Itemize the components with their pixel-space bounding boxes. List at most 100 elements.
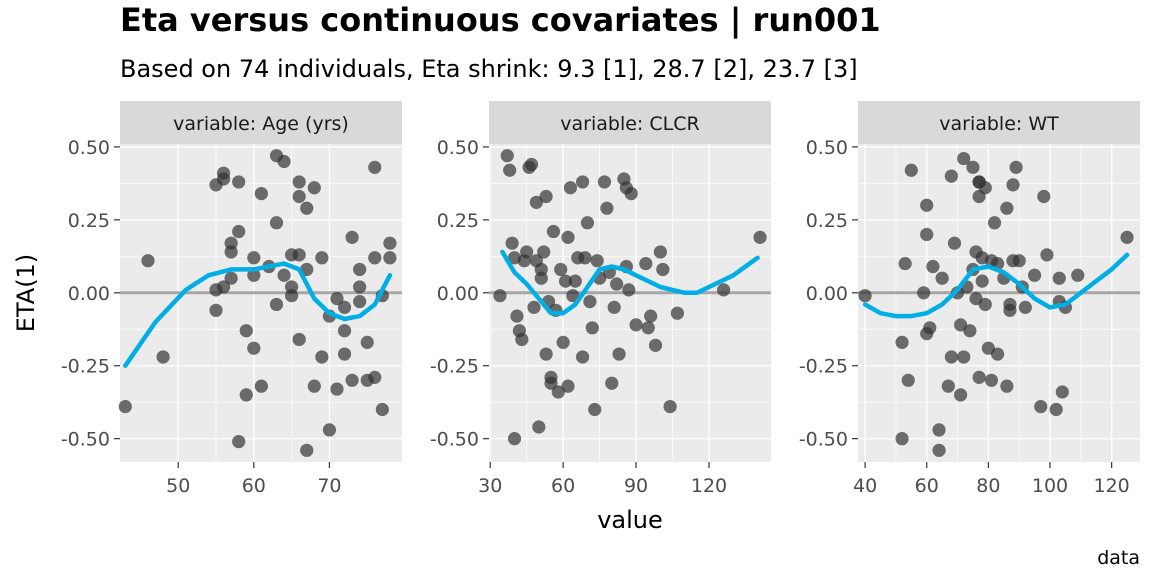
- y-tick-label: 0.50: [806, 137, 848, 159]
- data-point: [944, 350, 958, 364]
- data-point: [216, 280, 231, 294]
- data-point: [337, 300, 352, 314]
- data-point: [590, 254, 604, 268]
- chart-caption: data: [1097, 547, 1140, 569]
- data-point: [585, 321, 599, 335]
- y-tick-label: -0.25: [799, 356, 848, 378]
- data-point: [987, 216, 1002, 230]
- data-point: [558, 274, 573, 288]
- facet-strip: [858, 101, 1140, 144]
- x-tick-label: 90: [624, 475, 648, 497]
- panel-background: [858, 144, 1140, 462]
- smooth-line: [862, 252, 1130, 319]
- data-point: [345, 373, 359, 387]
- data-point: [653, 245, 667, 259]
- facet-strip-label: variable: CLCR: [560, 113, 699, 135]
- data-point: [1003, 303, 1017, 317]
- facet-strip: [489, 101, 771, 144]
- y-tick-label: 0.50: [68, 137, 110, 159]
- data-point: [1012, 254, 1026, 268]
- data-point: [330, 292, 344, 306]
- y-tick-label: -0.50: [61, 429, 110, 451]
- x-tick-label: 30: [478, 475, 502, 497]
- x-tick-label: 120: [1094, 475, 1130, 497]
- data-point: [597, 175, 612, 189]
- data-point: [232, 175, 246, 189]
- data-point: [641, 321, 655, 335]
- data-point: [551, 385, 565, 399]
- data-point: [247, 251, 261, 265]
- data-point: [493, 289, 507, 303]
- data-point: [941, 379, 955, 393]
- x-tick-label: 70: [317, 475, 341, 497]
- y-tick-label: 0.25: [68, 210, 110, 232]
- data-point: [269, 297, 284, 312]
- data-point: [322, 423, 337, 437]
- data-point: [383, 251, 397, 265]
- data-point: [622, 283, 636, 297]
- data-point: [505, 236, 519, 250]
- y-tick-label: -0.50: [430, 429, 479, 451]
- data-point: [254, 379, 268, 393]
- data-point: [610, 277, 624, 291]
- data-point: [901, 373, 915, 387]
- facet-panel-1: variable: Age (yrs) 50 60 70 0.50 0.25 0.00 -0.…: [61, 101, 402, 497]
- data-point: [216, 172, 231, 186]
- y-tick-label: 0.25: [806, 210, 848, 232]
- smooth-line: [500, 249, 760, 316]
- data-point: [648, 338, 663, 352]
- data-point: [239, 324, 253, 338]
- data-point: [330, 382, 344, 396]
- data-point: [1006, 178, 1020, 192]
- data-point: [1049, 402, 1063, 417]
- data-point: [537, 245, 551, 259]
- facet-panels: variable: Age (yrs) 50 60 70 0.50 0.25 0.00 -0.…: [61, 101, 1140, 497]
- data-point: [612, 347, 626, 361]
- data-point: [1027, 268, 1042, 282]
- data-point: [605, 376, 619, 390]
- data-point: [368, 251, 382, 265]
- data-point: [578, 251, 592, 265]
- data-point: [1120, 230, 1134, 244]
- y-axis-title: ETA(1): [12, 254, 40, 332]
- x-tick-label: 120: [691, 475, 727, 497]
- data-point: [524, 157, 539, 172]
- data-point: [247, 341, 261, 355]
- data-point: [556, 335, 570, 349]
- data-point: [156, 350, 170, 364]
- data-point: [232, 434, 246, 449]
- data-point: [957, 350, 971, 364]
- data-point: [307, 379, 321, 393]
- data-point: [656, 262, 670, 277]
- data-point: [209, 303, 223, 317]
- data-point: [575, 175, 590, 189]
- data-point: [975, 274, 989, 288]
- y-tick-label: 0.50: [437, 137, 479, 159]
- data-point: [716, 283, 731, 297]
- y-tick-label: -0.25: [61, 356, 110, 378]
- data-point: [507, 432, 522, 446]
- data-point: [307, 181, 321, 195]
- data-point: [546, 224, 561, 239]
- data-point: [520, 245, 534, 259]
- data-point: [1055, 385, 1069, 399]
- data-point: [920, 227, 934, 242]
- data-point: [1034, 399, 1048, 414]
- data-point: [141, 254, 155, 268]
- data-point: [580, 216, 595, 230]
- data-point: [277, 154, 291, 169]
- data-point: [944, 169, 958, 183]
- data-point: [583, 294, 597, 309]
- data-point: [600, 201, 614, 215]
- data-point: [563, 181, 578, 195]
- data-point: [1040, 248, 1054, 262]
- data-point: [254, 186, 268, 201]
- data-point: [532, 420, 546, 434]
- x-axis-title: value: [597, 506, 663, 534]
- data-point: [529, 195, 544, 209]
- facet-strip: [120, 101, 402, 144]
- data-point: [239, 388, 253, 402]
- data-point: [1000, 201, 1014, 215]
- data-point: [629, 318, 643, 332]
